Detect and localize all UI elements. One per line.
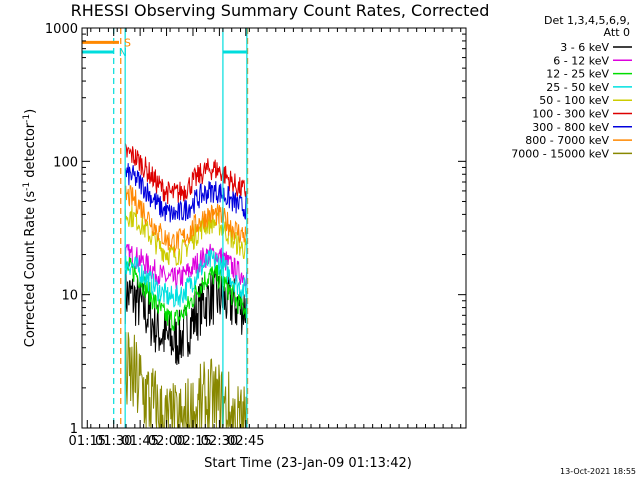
legend-label-2: 6 - 12 keV: [553, 54, 609, 67]
x-tick-label: 02:00: [148, 434, 185, 449]
y-axis-label-sup2: -1: [22, 114, 32, 123]
x-tick-label: 01:30: [95, 434, 132, 449]
y-tick-label: 1: [70, 422, 78, 437]
series-line-8: [124, 185, 248, 253]
y-tick-label: 100: [53, 155, 78, 170]
y-tick-label: 10: [61, 289, 78, 304]
legend-label-8: 800 - 7000 keV: [525, 134, 609, 147]
chart-title: RHESSI Observing Summary Count Rates, Co…: [71, 1, 490, 20]
legend-label-7: 300 - 800 keV: [532, 121, 609, 134]
legend-label-3: 12 - 25 keV: [546, 68, 609, 81]
legend-label-6: 100 - 300 keV: [532, 108, 609, 121]
series-line-4: [124, 248, 248, 308]
timestamp: 13-Oct-2021 18:55: [560, 467, 636, 476]
y-axis-label-mid: detector: [23, 122, 38, 182]
y-tick-label: 1000: [45, 22, 78, 37]
y-axis-label-end: ): [23, 109, 38, 114]
x-tick-label: 01:45: [121, 434, 158, 449]
series-line-9: [124, 332, 248, 429]
legend-label-9: 7000 - 15000 keV: [511, 147, 609, 160]
plot-frame: [81, 27, 467, 429]
series-line-1: [124, 268, 248, 366]
legend-label-4: 25 - 50 keV: [546, 81, 609, 94]
y-axis-label: Corrected Count Rate (s-1 detector-1): [22, 109, 38, 347]
x-tick-label: 02:45: [227, 434, 264, 449]
legend-label-5: 50 - 100 keV: [539, 94, 609, 107]
y-axis-label-sup1: -1: [22, 182, 32, 191]
legend-header-2: Att 0: [604, 26, 630, 39]
legend-label-1: 3 - 6 keV: [560, 41, 609, 54]
x-axis-label: Start Time (23-Jan-09 01:13:42): [204, 456, 412, 471]
plot-area: SN: [82, 28, 249, 429]
series-line-2: [124, 243, 248, 290]
x-tick-label: 02:15: [174, 434, 211, 449]
series-line-6: [124, 143, 248, 205]
y-axis-label-main: Corrected Count Rate (s: [23, 191, 38, 348]
x-tick-label: 02:30: [201, 434, 238, 449]
flag-label-N: N: [119, 46, 127, 59]
series-line-3: [124, 257, 248, 332]
series-line-7: [124, 163, 248, 223]
legend-header: Det 1,3,4,5,6,9,: [544, 14, 630, 27]
flag-label-S: S: [124, 36, 131, 49]
x-tick-label: 01:15: [69, 434, 106, 449]
